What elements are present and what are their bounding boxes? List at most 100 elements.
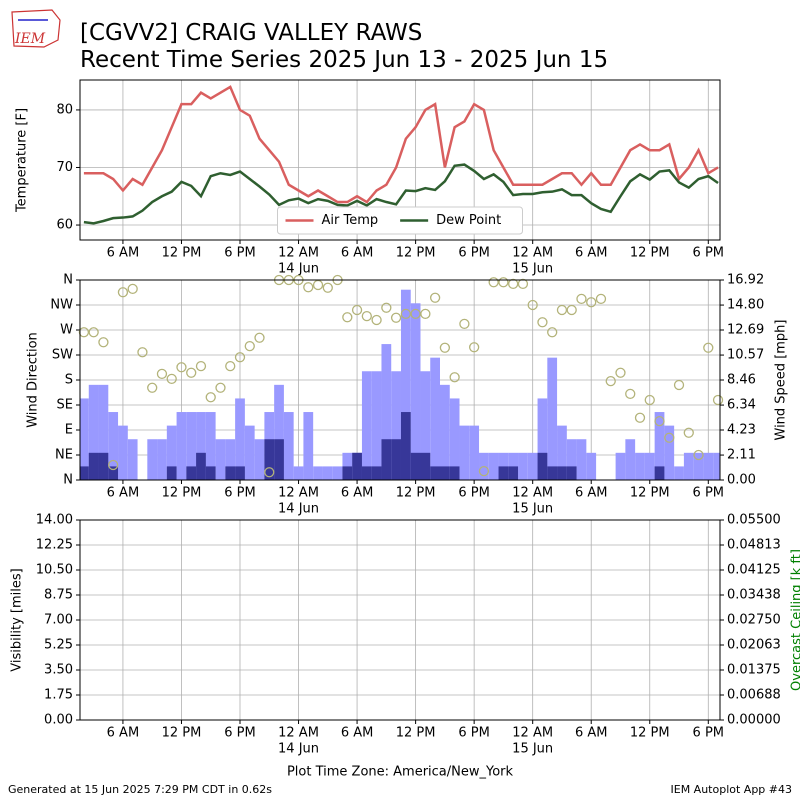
bar (566, 466, 577, 480)
x-tick-label: 6 PM (224, 246, 255, 261)
point (576, 293, 587, 305)
point (410, 308, 421, 320)
bar (449, 466, 460, 480)
bar (166, 425, 177, 480)
x-date-label: 15 Jun (512, 742, 553, 757)
bar (264, 439, 275, 480)
bar (283, 412, 294, 480)
y2-tick-label: 0.02063 (727, 638, 781, 653)
x-date-label: 15 Jun (512, 262, 553, 277)
footer-right: IEM Autoplot App #43 (671, 783, 793, 796)
bar (274, 384, 284, 480)
x-tick-label: 12 PM (396, 486, 436, 501)
x-date-label: 14 Jun (278, 262, 319, 277)
bar (215, 439, 226, 480)
bar (449, 398, 460, 480)
point (264, 467, 275, 478)
y-tick-label: 10.50 (36, 563, 73, 578)
bar (332, 466, 343, 480)
x-tick-label: 6 PM (458, 486, 489, 501)
point (429, 292, 441, 303)
y2-tick-label: 0.00 (727, 473, 756, 488)
y2-tick-label: 0.04125 (727, 563, 781, 578)
x-tick-label: 6 AM (575, 486, 608, 501)
point (683, 427, 694, 438)
point (439, 342, 451, 353)
point (537, 317, 548, 328)
bar (108, 466, 119, 480)
bar (322, 466, 333, 480)
point (361, 310, 372, 322)
point (195, 360, 207, 372)
bar (459, 425, 470, 480)
y-tick-label: 5.25 (44, 638, 73, 653)
bar (80, 466, 89, 480)
x-tick-label: 6 PM (458, 726, 489, 741)
bar (176, 412, 187, 480)
x-tick-label: 6 AM (107, 726, 140, 741)
y2-tick-label: 8.46 (727, 373, 756, 388)
point (234, 352, 246, 363)
point (498, 277, 509, 288)
point (556, 304, 568, 316)
x-tick-label: 12 PM (162, 246, 202, 261)
bar (352, 452, 362, 480)
bar (644, 452, 655, 480)
bar (381, 344, 392, 480)
point (342, 312, 353, 323)
y-tick-label: W (60, 323, 73, 338)
bar (371, 371, 382, 480)
bar (196, 452, 206, 480)
y-tick-label: 8.75 (44, 588, 73, 603)
bar (537, 398, 548, 480)
point (351, 304, 363, 316)
point (478, 465, 490, 477)
y-tick-label: N (63, 273, 73, 288)
y2-tick-label: 0.01375 (727, 663, 781, 678)
bar (547, 357, 558, 480)
point (634, 412, 646, 423)
y-tick-label: SE (57, 398, 73, 413)
x-tick-label: 12 AM (512, 486, 553, 501)
plot-area (80, 80, 720, 240)
point (693, 449, 704, 461)
bar (527, 452, 538, 480)
plot-frame (79, 279, 721, 481)
x-tick-label: 6 PM (693, 726, 724, 741)
point (371, 314, 382, 326)
plot-area (80, 280, 720, 480)
bar (293, 466, 304, 480)
point (644, 394, 655, 406)
bar (118, 425, 128, 480)
plot-area (80, 520, 720, 720)
bar (391, 439, 401, 480)
bar (674, 466, 684, 480)
bar (469, 425, 480, 480)
point (703, 342, 714, 353)
x-tick-label: 6 AM (107, 246, 140, 261)
legend-box (277, 206, 523, 235)
point (108, 459, 119, 471)
y-tick-label: S (65, 373, 73, 388)
y2-tick-label: 10.57 (727, 348, 764, 363)
y2-tick-label: 4.23 (727, 423, 756, 438)
bar (186, 412, 197, 480)
bar (235, 466, 245, 480)
point (488, 277, 499, 288)
x-tick-label: 12 AM (512, 726, 553, 741)
y-axis-label: Wind Direction (26, 332, 41, 428)
bar (108, 412, 119, 480)
plot-frame (79, 519, 721, 721)
bar (557, 425, 567, 480)
logo: IEM (11, 9, 61, 48)
point (166, 373, 177, 385)
plot-frame (79, 79, 721, 241)
bar (430, 466, 440, 480)
bar (371, 466, 382, 480)
bar (274, 439, 284, 480)
point (176, 362, 187, 373)
bar (693, 452, 704, 480)
point (88, 327, 99, 338)
point (322, 282, 333, 293)
y2-tick-label: 2.11 (727, 448, 756, 463)
